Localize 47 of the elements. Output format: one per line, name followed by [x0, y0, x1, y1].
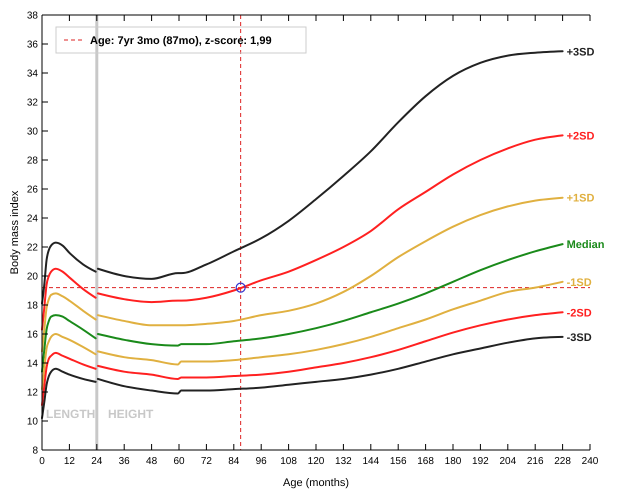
series-label: Median: [566, 239, 605, 252]
y-tick-label: 38: [26, 10, 38, 22]
x-tick-label: 216: [526, 456, 544, 467]
y-tick-label: 36: [26, 40, 38, 50]
x-tick-label: 48: [146, 456, 158, 467]
x-tick-label: 192: [472, 456, 490, 467]
y-tick-label: 24: [26, 214, 38, 224]
series-label: +3SD: [566, 46, 594, 58]
y-tick-label: 14: [26, 358, 38, 370]
x-tick-label: 0: [39, 456, 46, 467]
series-label: -3SD: [566, 332, 592, 344]
x-tick-label: 156: [390, 456, 407, 467]
x-tick-label: 24: [91, 456, 103, 467]
series-label: +2SD: [566, 130, 594, 142]
x-tick-label: 228: [554, 456, 572, 467]
x-tick-label: 144: [362, 456, 380, 467]
x-tick-label: 132: [335, 456, 352, 467]
x-tick-label: 120: [308, 456, 325, 467]
x-tick-label: 12: [64, 456, 76, 467]
series-label: +1SD: [566, 192, 594, 205]
ref-line-label: Age: 7yr 3mo (87mo), z-score: 1,99: [90, 35, 272, 47]
y-tick-label: 30: [26, 126, 38, 138]
y-tick-label: 16: [26, 330, 38, 340]
x-tick-label: 204: [499, 456, 517, 467]
x-tick-label: 60: [173, 456, 185, 467]
y-tick-label: 12: [26, 388, 38, 398]
x-tick-label: 180: [444, 456, 462, 467]
y-tick-label: 22: [26, 242, 38, 254]
y-tick-label: 20: [26, 272, 38, 282]
y-tick-label: 32: [26, 98, 38, 108]
y-axis-title: Body mass index: [9, 190, 21, 274]
x-tick-label: 72: [200, 456, 212, 467]
series-label: -2SD: [566, 307, 592, 320]
x-tick-label: 240: [582, 456, 599, 467]
series-label: -1SD: [566, 276, 592, 289]
x-tick-label: 96: [256, 456, 268, 467]
y-tick-label: 28: [26, 156, 38, 166]
x-tick-label: 36: [118, 456, 130, 467]
y-tick-label: 8: [32, 446, 38, 456]
y-tick-label: 18: [26, 300, 38, 312]
y-tick-label: 34: [26, 68, 38, 80]
x-tick-label: 108: [280, 456, 298, 467]
x-axis-title: Age (months): [282, 477, 350, 489]
y-tick-label: 26: [26, 184, 38, 196]
y-tick-label: 10: [26, 416, 38, 428]
x-tick-label: 84: [228, 456, 240, 467]
x-tick-label: 168: [417, 456, 434, 467]
